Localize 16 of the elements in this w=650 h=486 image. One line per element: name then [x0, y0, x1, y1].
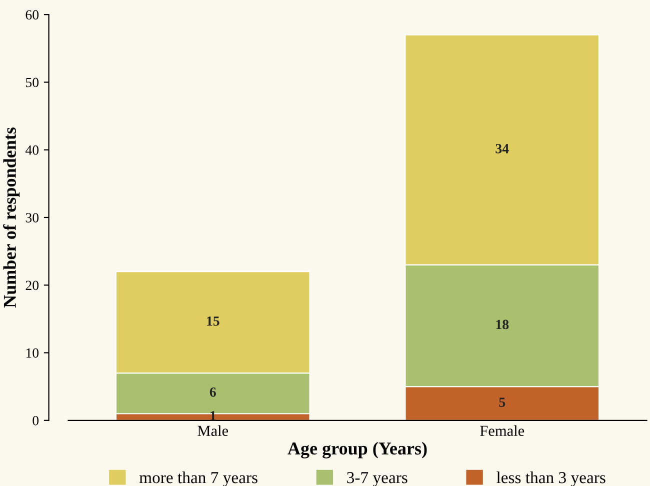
x-tick-label: Male	[198, 425, 228, 436]
y-tick-label: 50	[26, 78, 39, 88]
y-tick-label: 30	[26, 213, 39, 222]
y-tick-label: 60	[26, 10, 39, 20]
y-tick-label: 10	[26, 348, 39, 358]
x-tick-label: Female	[480, 425, 524, 436]
data-label: 18	[496, 320, 509, 330]
y-tick-label: 20	[26, 280, 39, 290]
y-tick-label: 40	[25, 145, 39, 155]
x-axis-title: Age group (Years)	[288, 442, 427, 458]
data-label: 15	[207, 316, 220, 326]
data-label: 34	[496, 144, 509, 154]
data-label: 5	[499, 398, 506, 407]
data-label: 6	[210, 387, 216, 397]
y-axis-title: Number of respondents	[3, 127, 20, 308]
y-tick-label: 0	[32, 416, 39, 426]
